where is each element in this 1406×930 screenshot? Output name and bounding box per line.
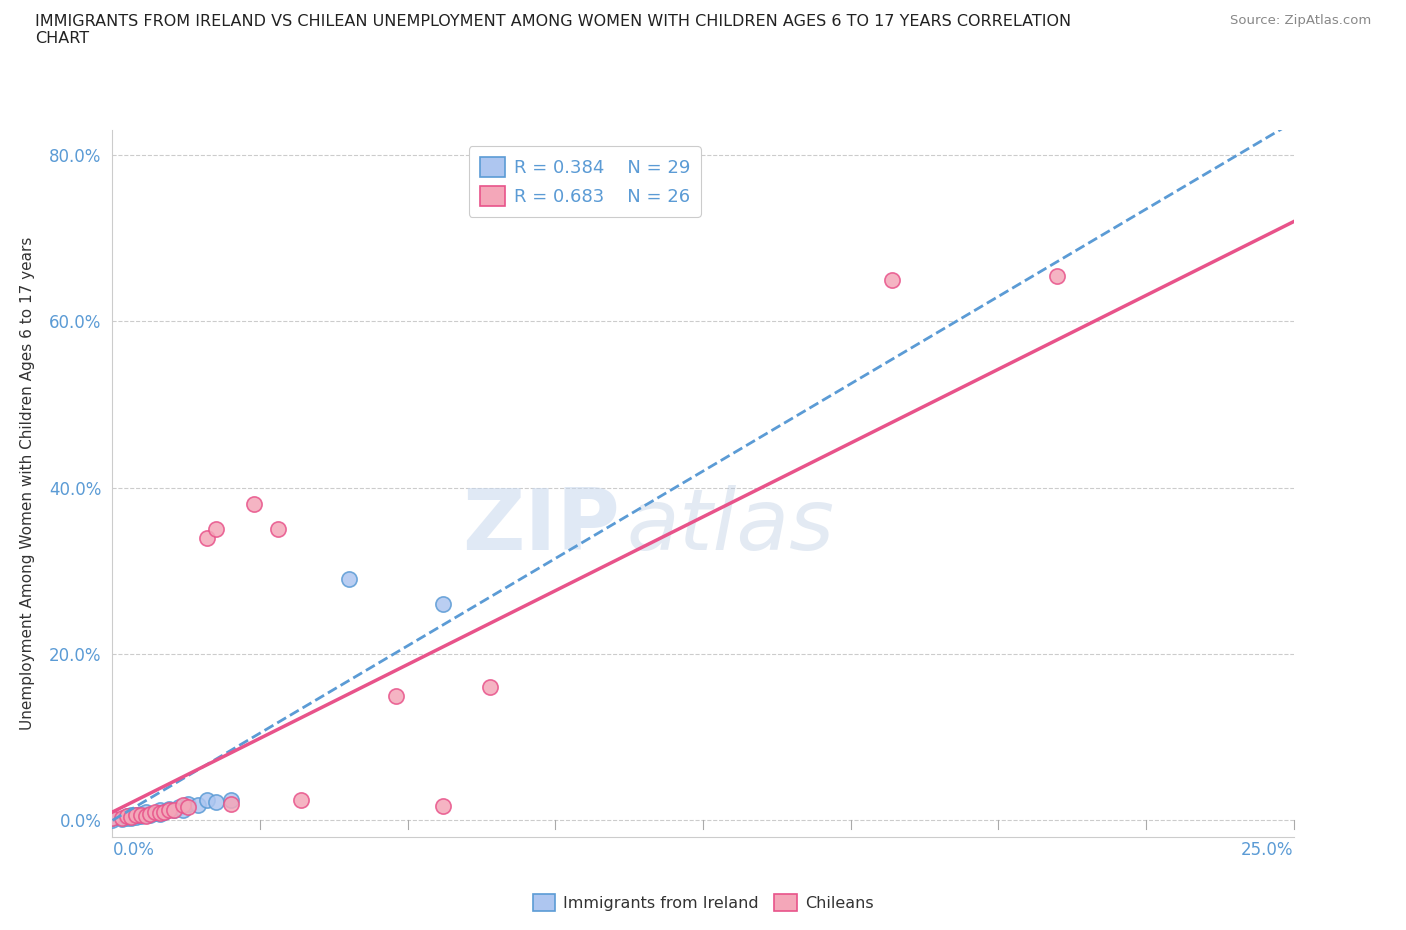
- Legend: Immigrants from Ireland, Chileans: Immigrants from Ireland, Chileans: [526, 887, 880, 917]
- Point: [129, 806, 152, 821]
- Point: [205, 522, 228, 537]
- Point: [120, 810, 142, 825]
- Point: [135, 808, 157, 823]
- Text: ZIP: ZIP: [463, 485, 620, 567]
- Point: [219, 792, 242, 807]
- Point: [267, 522, 290, 537]
- Point: [115, 809, 138, 824]
- Point: [157, 803, 180, 817]
- Point: [290, 792, 312, 807]
- Point: [163, 802, 186, 817]
- Point: [139, 806, 162, 821]
- Point: [125, 807, 148, 822]
- Point: [101, 813, 124, 828]
- Point: [167, 800, 190, 815]
- Point: [111, 810, 134, 825]
- Text: 25.0%: 25.0%: [1241, 841, 1294, 859]
- Point: [243, 497, 266, 512]
- Point: [143, 804, 166, 819]
- Point: [153, 804, 176, 819]
- Point: [177, 800, 200, 815]
- Point: [177, 796, 200, 811]
- Point: [125, 808, 148, 823]
- Point: [120, 808, 142, 823]
- Point: [337, 572, 360, 587]
- Point: [219, 796, 242, 811]
- Point: [139, 807, 162, 822]
- Point: [157, 802, 180, 817]
- Point: [129, 807, 152, 822]
- Text: Source: ZipAtlas.com: Source: ZipAtlas.com: [1230, 14, 1371, 27]
- Point: [385, 688, 408, 703]
- Legend: R = 0.384    N = 29, R = 0.683    N = 26: R = 0.384 N = 29, R = 0.683 N = 26: [468, 146, 702, 217]
- Y-axis label: Unemployment Among Women with Children Ages 6 to 17 years: Unemployment Among Women with Children A…: [20, 237, 35, 730]
- Point: [129, 809, 152, 824]
- Point: [115, 809, 138, 824]
- Point: [101, 810, 124, 825]
- Point: [172, 798, 194, 813]
- Text: 0.0%: 0.0%: [112, 841, 155, 859]
- Point: [163, 802, 186, 817]
- Point: [195, 530, 218, 545]
- Point: [172, 803, 194, 817]
- Point: [186, 797, 208, 812]
- Point: [149, 803, 172, 817]
- Point: [111, 811, 134, 826]
- Point: [432, 597, 454, 612]
- Point: [1046, 268, 1069, 283]
- Point: [432, 799, 454, 814]
- Point: [143, 805, 166, 820]
- Point: [125, 810, 148, 825]
- Text: atlas: atlas: [626, 485, 834, 567]
- Point: [115, 810, 138, 825]
- Point: [195, 792, 218, 807]
- Text: IMMIGRANTS FROM IRELAND VS CHILEAN UNEMPLOYMENT AMONG WOMEN WITH CHILDREN AGES 6: IMMIGRANTS FROM IRELAND VS CHILEAN UNEMP…: [35, 14, 1071, 46]
- Point: [120, 810, 142, 825]
- Point: [880, 272, 903, 287]
- Point: [479, 680, 502, 695]
- Point: [153, 804, 176, 819]
- Point: [149, 806, 172, 821]
- Point: [149, 805, 172, 820]
- Point: [135, 804, 157, 819]
- Point: [101, 810, 124, 825]
- Point: [205, 794, 228, 809]
- Point: [135, 809, 157, 824]
